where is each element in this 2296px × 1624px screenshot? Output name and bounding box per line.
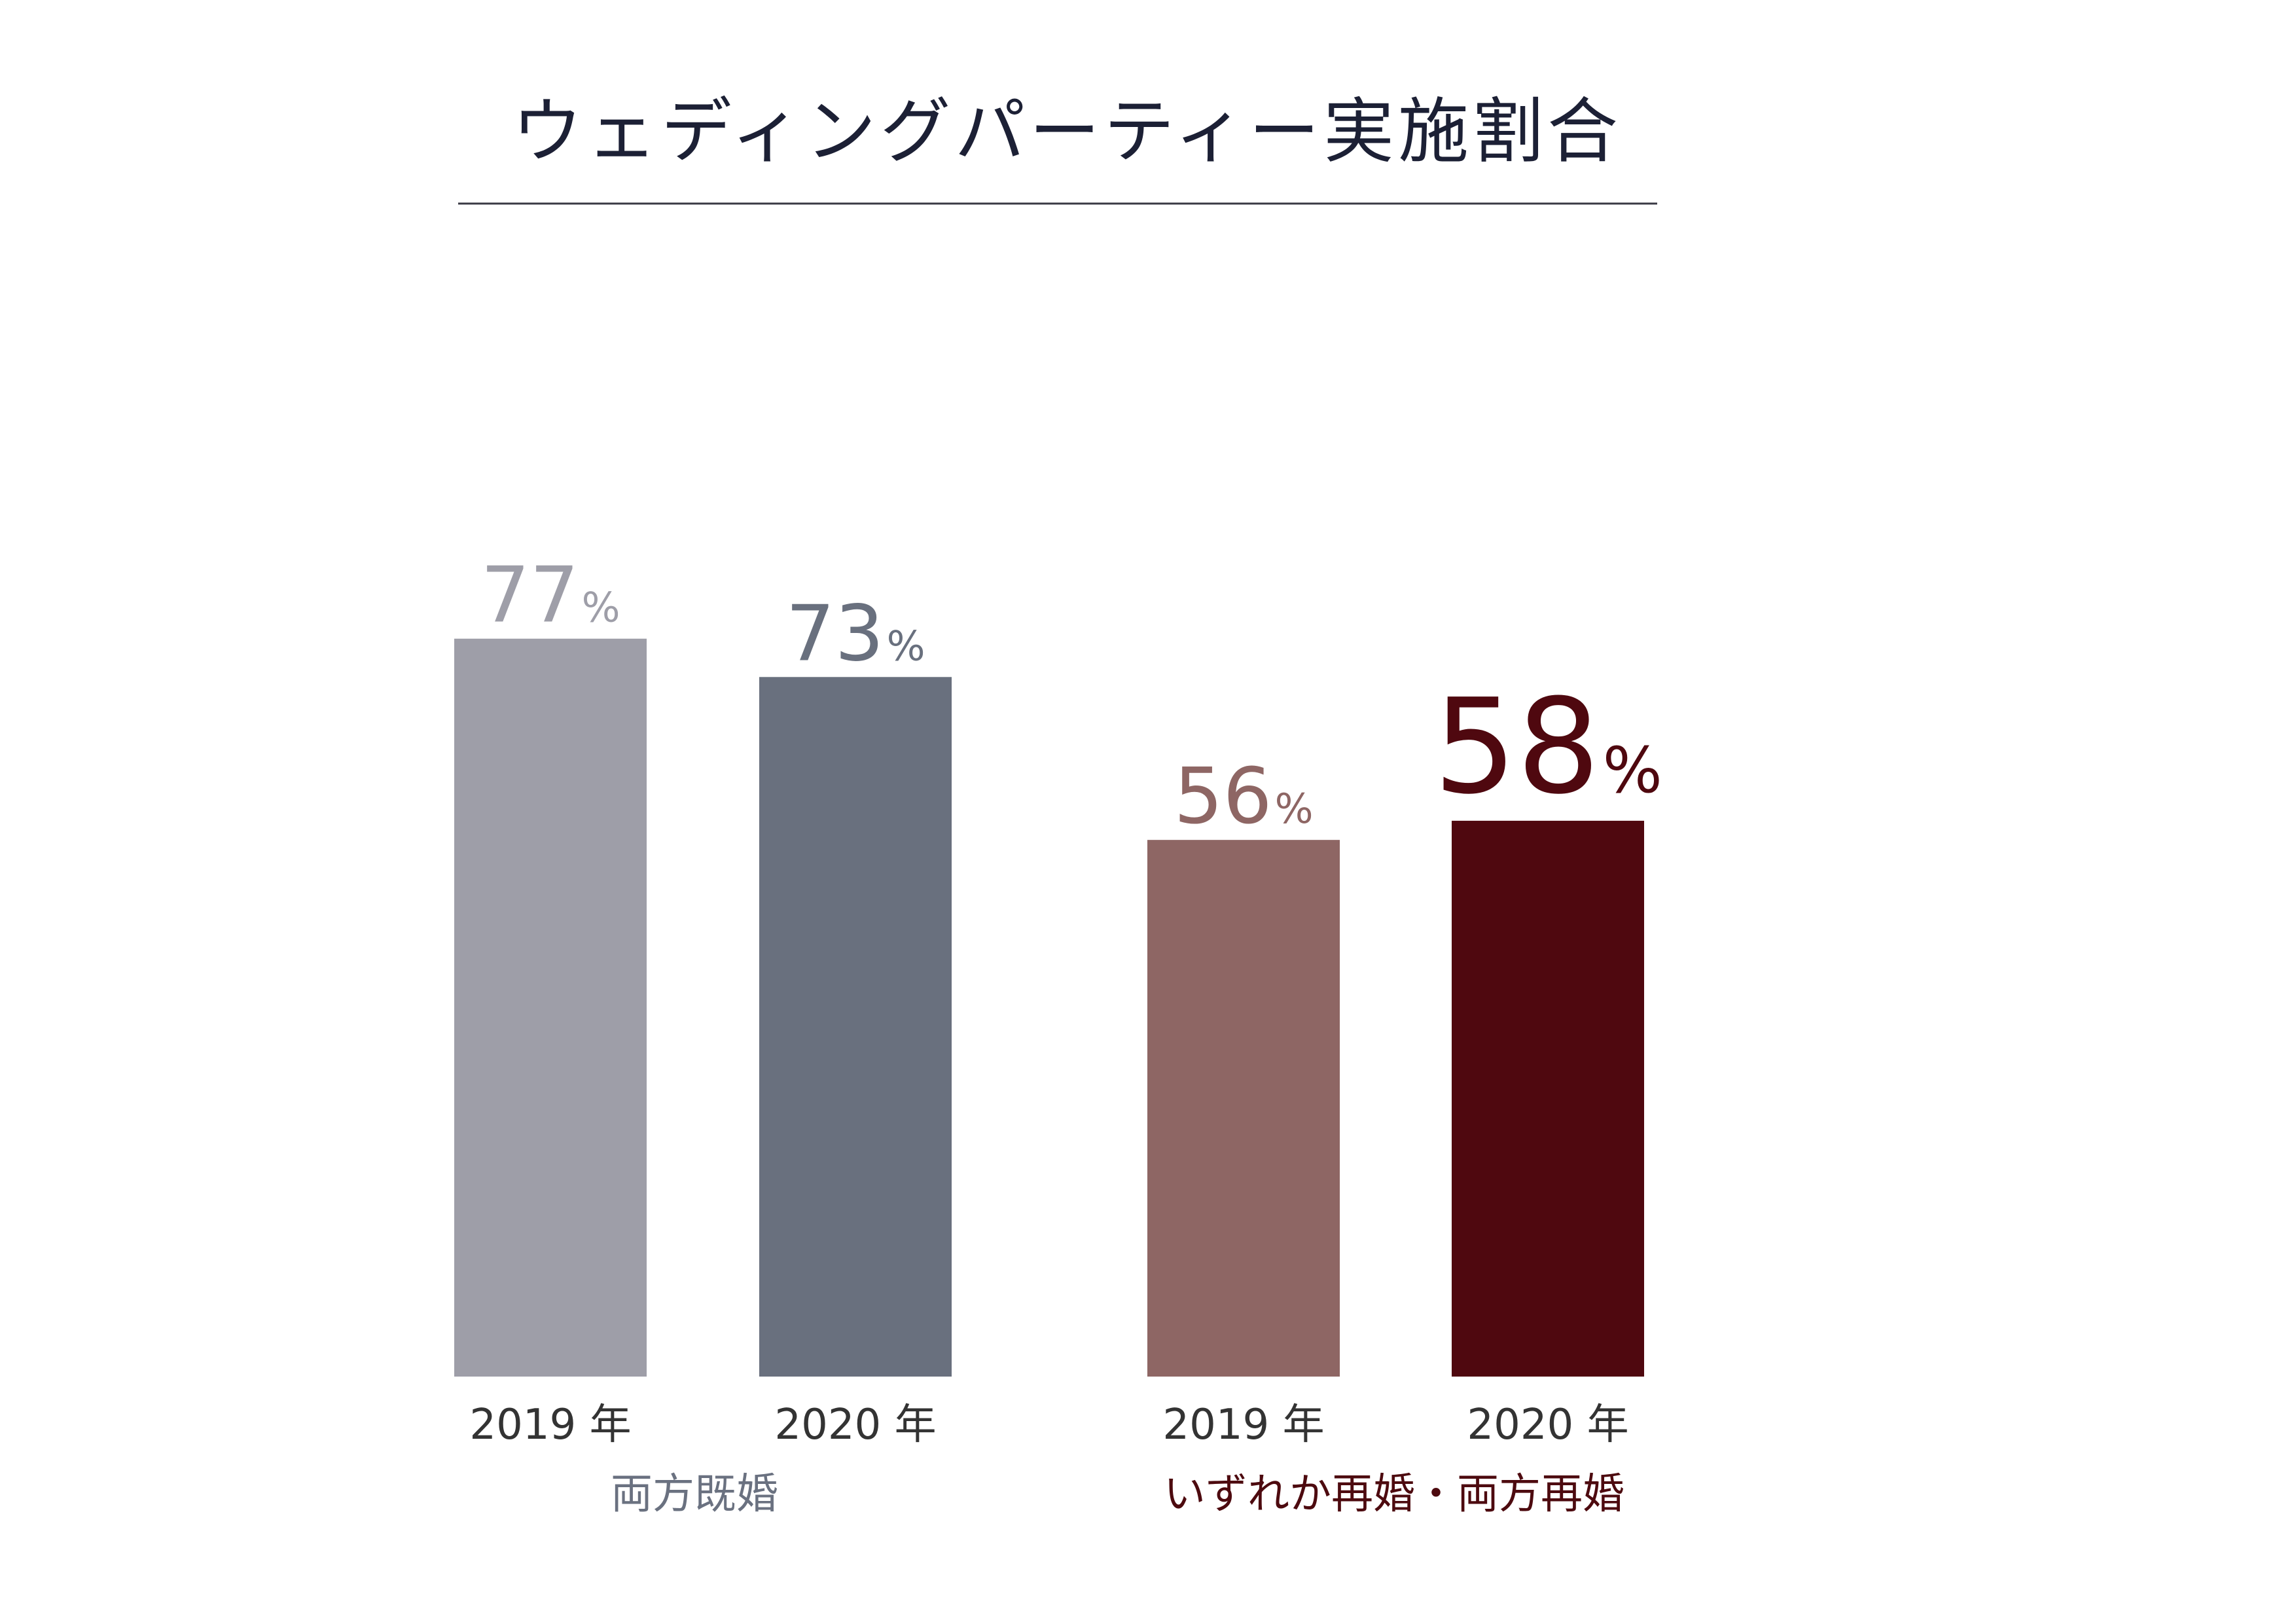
group-label: 両方既婚 (611, 1470, 778, 1519)
bar-value-label: 56% (1174, 751, 1313, 841)
bar (1147, 840, 1340, 1377)
bar (454, 638, 647, 1377)
bar-value-number: 73 (785, 588, 884, 678)
chart-title: ウェディングパーティー実施割合 (512, 91, 1622, 173)
bar-value-label: 77% (480, 550, 620, 640)
bar-value-number: 77 (480, 550, 579, 640)
bar-value-unit: % (582, 584, 620, 632)
x-tick-label: 2020 年 (774, 1401, 936, 1449)
bar-value-label: 73% (785, 588, 925, 678)
bar-value-number: 56 (1174, 751, 1272, 841)
bar-value-unit: % (887, 622, 925, 670)
x-tick-label: 2019 年 (469, 1401, 631, 1449)
bar-value-unit: % (1275, 785, 1314, 833)
group-label: いずれか再婚・両方再婚 (1164, 1470, 1624, 1519)
bar-value-number: 58 (1433, 671, 1600, 823)
x-tick-label: 2019 年 (1162, 1401, 1324, 1449)
bar (759, 677, 952, 1377)
bar (1452, 820, 1644, 1377)
bar-value-unit: % (1603, 734, 1662, 807)
bar-value-label: 58% (1433, 671, 1662, 823)
x-tick-label: 2020 年 (1467, 1401, 1628, 1449)
